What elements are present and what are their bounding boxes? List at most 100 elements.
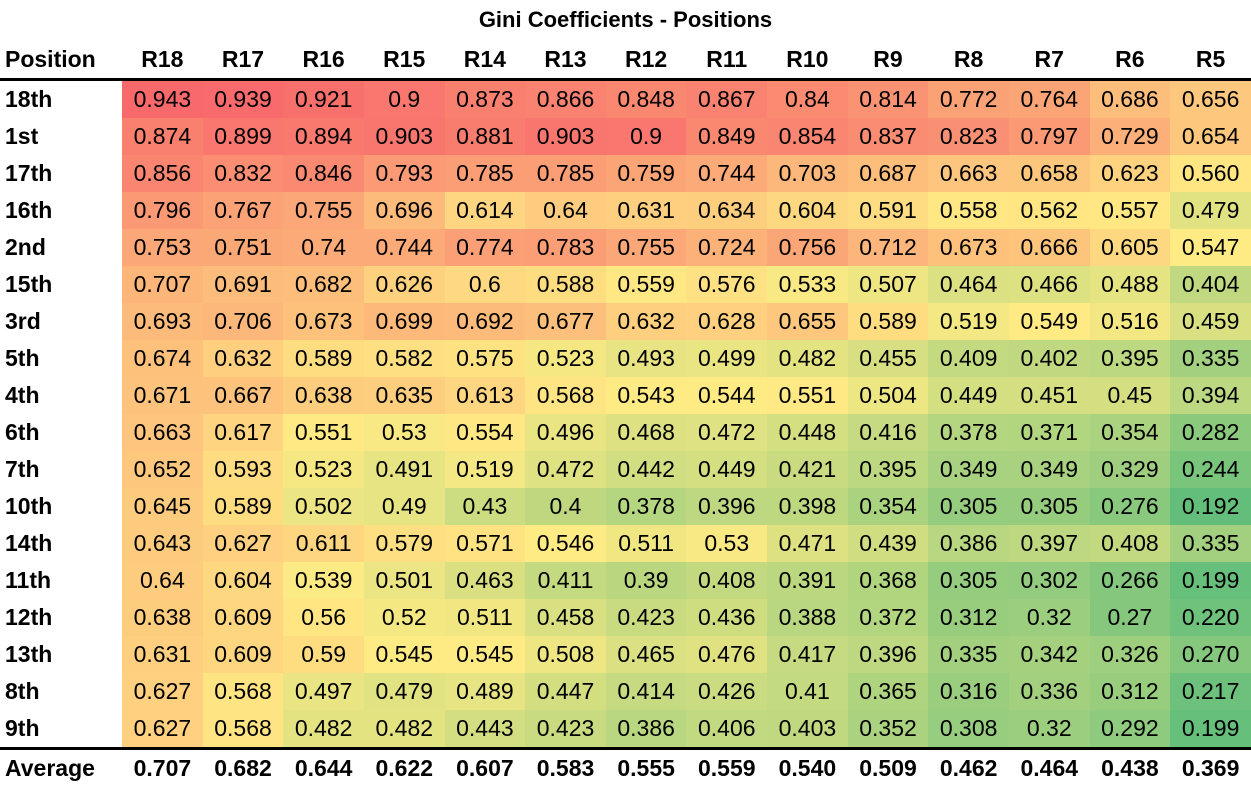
column-header-r17: R17: [203, 41, 284, 80]
heatmap-cell: 0.605: [1090, 229, 1171, 266]
heatmap-cell: 0.511: [445, 599, 526, 636]
heatmap-cell: 0.64: [525, 192, 606, 229]
heatmap-cell: 0.395: [848, 451, 929, 488]
heatmap-cell: 0.554: [445, 414, 526, 451]
heatmap-cell: 0.352: [848, 710, 929, 749]
average-cell: 0.540: [767, 749, 848, 787]
heatmap-cell: 0.493: [606, 340, 687, 377]
column-header-r13: R13: [525, 41, 606, 80]
heatmap-cell: 0.426: [686, 673, 767, 710]
heatmap-cell: 0.687: [848, 155, 929, 192]
heatmap-cell: 0.302: [1009, 562, 1090, 599]
heatmap-cell: 0.349: [928, 451, 1009, 488]
row-label: 10th: [0, 488, 122, 525]
heatmap-cell: 0.56: [283, 599, 364, 636]
column-header-r10: R10: [767, 41, 848, 80]
column-header-r18: R18: [122, 41, 203, 80]
heatmap-cell: 0.772: [928, 80, 1009, 119]
heatmap-cell: 0.305: [928, 562, 1009, 599]
heatmap-cell: 0.511: [606, 525, 687, 562]
heatmap-cell: 0.604: [203, 562, 284, 599]
heatmap-cell: 0.823: [928, 118, 1009, 155]
heatmap-cell: 0.397: [1009, 525, 1090, 562]
heatmap-cell: 0.623: [1090, 155, 1171, 192]
average-cell: 0.464: [1009, 749, 1090, 787]
heatmap-cell: 0.220: [1170, 599, 1251, 636]
heatmap-cell: 0.692: [445, 303, 526, 340]
heatmap-cell: 0.533: [767, 266, 848, 303]
heatmap-cell: 0.479: [364, 673, 445, 710]
heatmap-cell: 0.449: [928, 377, 1009, 414]
heatmap-cell: 0.27: [1090, 599, 1171, 636]
heatmap-cell: 0.796: [122, 192, 203, 229]
heatmap-cell: 0.764: [1009, 80, 1090, 119]
heatmap-cell: 0.482: [767, 340, 848, 377]
heatmap-cell: 0.276: [1090, 488, 1171, 525]
heatmap-cell: 0.631: [122, 636, 203, 673]
heatmap-cell: 0.395: [1090, 340, 1171, 377]
heatmap-cell: 0.408: [1090, 525, 1171, 562]
heatmap-cell: 0.856: [122, 155, 203, 192]
heatmap-cell: 0.848: [606, 80, 687, 119]
heatmap-cell: 0.354: [848, 488, 929, 525]
heatmap-cell: 0.43: [445, 488, 526, 525]
heatmap-cell: 0.903: [364, 118, 445, 155]
heatmap-cell: 0.442: [606, 451, 687, 488]
heatmap-cell: 0.519: [445, 451, 526, 488]
column-header-r7: R7: [1009, 41, 1090, 80]
row-label: 4th: [0, 377, 122, 414]
heatmap-cell: 0.667: [203, 377, 284, 414]
heatmap-cell: 0.588: [525, 266, 606, 303]
heatmap-cell: 0.837: [848, 118, 929, 155]
heatmap-cell: 0.464: [928, 266, 1009, 303]
heatmap-cell: 0.832: [203, 155, 284, 192]
heatmap-cell: 0.443: [445, 710, 526, 749]
heatmap-cell: 0.308: [928, 710, 1009, 749]
heatmap-cell: 0.417: [767, 636, 848, 673]
heatmap-cell: 0.767: [203, 192, 284, 229]
heatmap-cell: 0.691: [203, 266, 284, 303]
column-header-r5: R5: [1170, 41, 1251, 80]
heatmap-cell: 0.703: [767, 155, 848, 192]
heatmap-cell: 0.404: [1170, 266, 1251, 303]
average-cell: 0.509: [848, 749, 929, 787]
heatmap-cell: 0.368: [848, 562, 929, 599]
heatmap-cell: 0.793: [364, 155, 445, 192]
heatmap-cell: 0.551: [767, 377, 848, 414]
heatmap-cell: 0.335: [928, 636, 1009, 673]
heatmap-cell: 0.329: [1090, 451, 1171, 488]
average-cell: 0.462: [928, 749, 1009, 787]
heatmap-cell: 0.638: [122, 599, 203, 636]
heatmap-cell: 0.543: [606, 377, 687, 414]
average-cell: 0.583: [525, 749, 606, 787]
column-header-r15: R15: [364, 41, 445, 80]
column-header-r12: R12: [606, 41, 687, 80]
heatmap-cell: 0.406: [686, 710, 767, 749]
heatmap-cell: 0.371: [1009, 414, 1090, 451]
heatmap-cell: 0.84: [767, 80, 848, 119]
heatmap-cell: 0.217: [1170, 673, 1251, 710]
heatmap-cell: 0.482: [283, 710, 364, 749]
heatmap-cell: 0.663: [928, 155, 1009, 192]
heatmap-cell: 0.783: [525, 229, 606, 266]
heatmap-cell: 0.436: [686, 599, 767, 636]
heatmap-cell: 0.378: [606, 488, 687, 525]
row-label: 12th: [0, 599, 122, 636]
heatmap-cell: 0.312: [928, 599, 1009, 636]
heatmap-cell: 0.589: [283, 340, 364, 377]
heatmap-cell: 0.609: [203, 599, 284, 636]
column-header-r16: R16: [283, 41, 364, 80]
heatmap-cell: 0.617: [203, 414, 284, 451]
heatmap-cell: 0.699: [364, 303, 445, 340]
heatmap-cell: 0.451: [1009, 377, 1090, 414]
average-cell: 0.707: [122, 749, 203, 787]
average-cell: 0.555: [606, 749, 687, 787]
heatmap-cell: 0.559: [606, 266, 687, 303]
heatmap-cell: 0.282: [1170, 414, 1251, 451]
